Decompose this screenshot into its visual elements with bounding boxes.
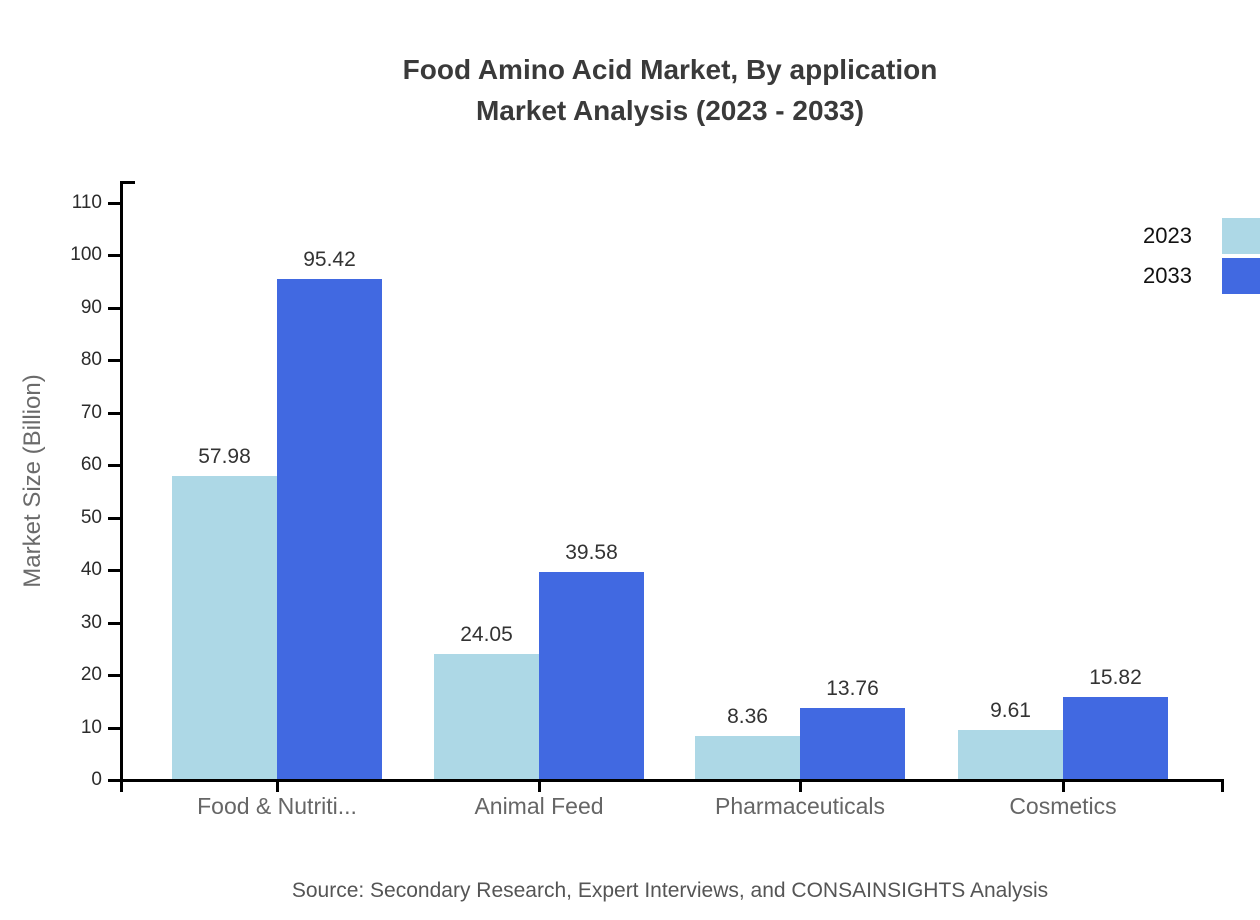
y-tick-label: 50: [80, 507, 102, 528]
x-axis-end-tick: [1221, 779, 1224, 792]
y-tick-label: 20: [80, 664, 102, 685]
category-tick: [538, 779, 541, 792]
bar-2033: [539, 572, 644, 780]
y-tick: [108, 517, 120, 520]
y-tick-label: 60: [80, 454, 102, 475]
y-tick-label: 70: [80, 402, 102, 423]
category-tick: [799, 779, 802, 792]
bar-value-label: 95.42: [303, 248, 356, 271]
chart-title: Food Amino Acid Market, By application M…: [403, 49, 938, 131]
bar-value-label: 39.58: [565, 541, 618, 564]
y-tick: [108, 254, 120, 257]
x-axis-line: [120, 779, 1224, 782]
y-tick-label: 80: [80, 349, 102, 370]
legend-item-2033: 2033: [1143, 258, 1260, 294]
category-label: Animal Feed: [474, 793, 604, 819]
category-label: Pharmaceuticals: [714, 793, 886, 819]
bar-2023: [172, 476, 277, 780]
source-note: Source: Secondary Research, Expert Inter…: [291, 879, 1049, 902]
category-label: Food & Nutriti...: [197, 793, 357, 819]
bar-2033: [277, 279, 382, 780]
y-tick: [108, 622, 120, 625]
category-tick: [1062, 779, 1065, 792]
bar-2023: [434, 654, 539, 780]
y-axis-line: [120, 181, 123, 792]
y-tick: [108, 464, 120, 467]
y-tick: [108, 202, 120, 205]
legend-label: 2023: [1143, 223, 1192, 248]
y-tick-label: 40: [80, 559, 102, 580]
y-axis-cap-tick: [120, 181, 135, 184]
y-tick: [108, 359, 120, 362]
legend-swatch-2033: [1222, 258, 1260, 294]
category-label: Cosmetics: [1009, 793, 1117, 819]
bar-value-label: 57.98: [198, 445, 251, 468]
y-tick: [108, 412, 120, 415]
y-tick: [108, 569, 120, 572]
y-tick: [108, 779, 120, 782]
y-tick-label: 110: [71, 192, 102, 213]
bar-value-label: 8.36: [727, 705, 768, 728]
y-tick: [108, 307, 120, 310]
chart-title-line2: Market Analysis (2023 - 2033): [475, 95, 865, 126]
y-tick: [108, 727, 120, 730]
bar-2033: [1063, 697, 1168, 780]
y-tick: [108, 674, 120, 677]
y-tick-label: 100: [70, 244, 102, 265]
bar-value-label: 15.82: [1089, 666, 1142, 689]
bar-value-label: 9.61: [990, 699, 1031, 722]
y-tick-label: 0: [91, 769, 102, 790]
bar-value-label: 24.05: [460, 623, 513, 646]
bar-2023: [958, 730, 1063, 780]
legend: 2023 2033: [1143, 218, 1260, 298]
bar-2033: [800, 708, 905, 780]
legend-item-2023: 2023: [1143, 218, 1260, 254]
y-tick-label: 90: [80, 297, 102, 318]
legend-label: 2033: [1143, 263, 1192, 288]
bar-value-label: 13.76: [826, 677, 879, 700]
category-tick: [276, 779, 279, 792]
y-tick-label: 10: [80, 717, 102, 738]
chart-title-line1: Food Amino Acid Market, By application: [402, 54, 938, 85]
legend-swatch-2023: [1222, 218, 1260, 254]
bar-2023: [695, 736, 800, 780]
y-tick-label: 30: [80, 612, 102, 633]
